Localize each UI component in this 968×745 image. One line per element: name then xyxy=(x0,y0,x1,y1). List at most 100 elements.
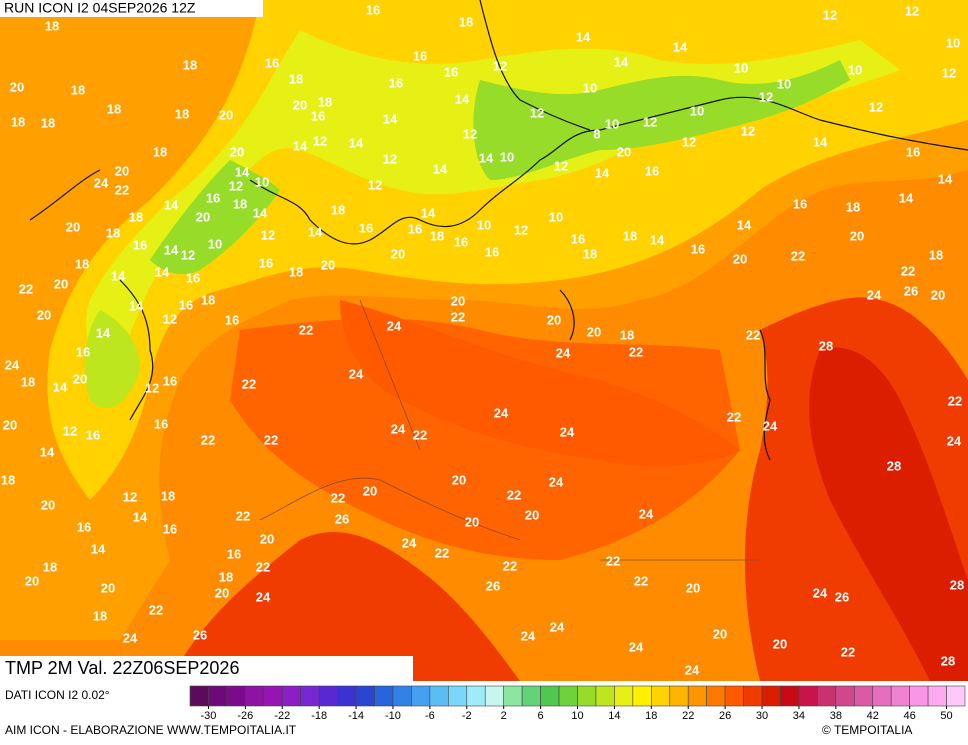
legend-tick-label: -30 xyxy=(200,710,216,722)
legend-tick-label: 22 xyxy=(682,710,694,722)
temperature-label: 18 xyxy=(219,569,233,584)
legend-cell xyxy=(798,685,818,707)
temperature-label: 18 xyxy=(331,202,345,217)
temperature-label: 14 xyxy=(164,242,179,257)
legend-cell xyxy=(743,685,763,707)
temperature-label: 20 xyxy=(617,144,631,159)
temperature-label: 12 xyxy=(823,7,837,22)
temperature-label: 20 xyxy=(391,246,405,261)
temperature-label: 12 xyxy=(63,423,77,438)
legend-cell xyxy=(669,685,689,707)
temperature-label: 10 xyxy=(734,60,748,75)
temperature-label: 12 xyxy=(123,489,137,504)
temperature-label: 14 xyxy=(133,509,148,524)
temperature-label: 24 xyxy=(629,639,644,654)
temperature-label: 10 xyxy=(549,209,563,224)
temperature-label: 16 xyxy=(485,244,499,259)
title-box xyxy=(0,656,413,681)
temperature-label: 24 xyxy=(349,366,364,381)
temperature-label: 18 xyxy=(106,225,120,240)
temperature-label: 20 xyxy=(931,287,945,302)
legend-cell xyxy=(835,685,855,707)
temperature-label: 16 xyxy=(444,64,458,79)
legend-cell xyxy=(503,685,523,707)
temperature-label: 22 xyxy=(507,487,521,502)
temperature-label: 22 xyxy=(331,490,345,505)
temperature-label: 14 xyxy=(383,111,398,126)
temperature-label: 18 xyxy=(459,14,473,29)
temperature-label: 14 xyxy=(111,268,126,283)
legend-tick-label: 30 xyxy=(756,710,768,722)
temperature-label: 12 xyxy=(383,151,397,166)
legend-tick-label: 10 xyxy=(571,710,583,722)
temperature-label: 22 xyxy=(115,182,129,197)
legend-cell xyxy=(263,685,283,707)
temperature-label: 12 xyxy=(759,89,773,104)
temperature-label: 14 xyxy=(650,232,665,247)
temperature-label: 20 xyxy=(293,97,307,112)
temperature-label: 24 xyxy=(867,287,882,302)
temperature-label: 24 xyxy=(550,619,565,634)
credit-text: AIM ICON - ELABORAZIONE WWW.TEMPOITALIA.… xyxy=(5,723,297,737)
legend-cell xyxy=(632,685,652,707)
temperature-label: 20 xyxy=(54,276,68,291)
temperature-label: 16 xyxy=(77,519,91,534)
temperature-label: 14 xyxy=(53,379,68,394)
legend-tick-label: 6 xyxy=(538,710,544,722)
temperature-label: 18 xyxy=(43,559,57,574)
legend-cell xyxy=(651,685,671,707)
temperature-label: 18 xyxy=(41,115,55,130)
temperature-label: 20 xyxy=(733,251,747,266)
legend-cell xyxy=(337,685,357,707)
temperature-label: 18 xyxy=(161,488,175,503)
temperature-label: 24 xyxy=(494,405,509,420)
temperature-label: 28 xyxy=(819,338,833,353)
temperature-label: 12 xyxy=(554,158,568,173)
temperature-label: 18 xyxy=(430,228,444,243)
temperature-label: 14 xyxy=(433,161,448,176)
temperature-label: 28 xyxy=(887,458,901,473)
temperature-label: 16 xyxy=(265,55,279,70)
legend-cell xyxy=(521,685,541,707)
temperature-label: 12 xyxy=(163,311,177,326)
temperature-label: 20 xyxy=(3,417,17,432)
temperature-label: 14 xyxy=(235,164,250,179)
temperature-label: 18 xyxy=(129,209,143,224)
temperature-label: 24 xyxy=(947,433,962,448)
temperature-label: 16 xyxy=(359,220,373,235)
temperature-label: 22 xyxy=(634,573,648,588)
temperature-label: 14 xyxy=(253,205,268,220)
temperature-label: 14 xyxy=(421,205,436,220)
temperature-label: 22 xyxy=(242,376,256,391)
temperature-label: 16 xyxy=(133,237,147,252)
temperature-label: 12 xyxy=(181,247,195,262)
temperature-label: 20 xyxy=(215,585,229,600)
legend-cell xyxy=(226,685,246,707)
temperature-label: 20 xyxy=(101,580,115,595)
legend-cell xyxy=(484,685,504,707)
legend-cell xyxy=(429,685,449,707)
temperature-label: 20 xyxy=(525,507,539,522)
temperature-label: 20 xyxy=(465,514,479,529)
temperature-label: 10 xyxy=(690,103,704,118)
temperature-label: 14 xyxy=(673,39,688,54)
temperature-label: 18 xyxy=(71,82,85,97)
temperature-label: 22 xyxy=(841,644,855,659)
temperature-label: 10 xyxy=(777,76,791,91)
temperature-label: 10 xyxy=(848,62,862,77)
source-text: DATI ICON I2 0.02° xyxy=(5,688,110,702)
temperature-label: 22 xyxy=(236,508,250,523)
temperature-label: 18 xyxy=(233,196,247,211)
temperature-label: 22 xyxy=(503,558,517,573)
temperature-label: 12 xyxy=(313,133,327,148)
legend-cell xyxy=(927,685,947,707)
temperature-label: 22 xyxy=(435,545,449,560)
temperature-label: 16 xyxy=(259,255,273,270)
temperature-label: 18 xyxy=(175,106,189,121)
temperature-label: 20 xyxy=(10,79,24,94)
temperature-label: 18 xyxy=(107,101,121,116)
temperature-label: 18 xyxy=(929,247,943,262)
legend-cell xyxy=(392,685,412,707)
temperature-label: 18 xyxy=(93,608,107,623)
temperature-label: 14 xyxy=(899,190,914,205)
